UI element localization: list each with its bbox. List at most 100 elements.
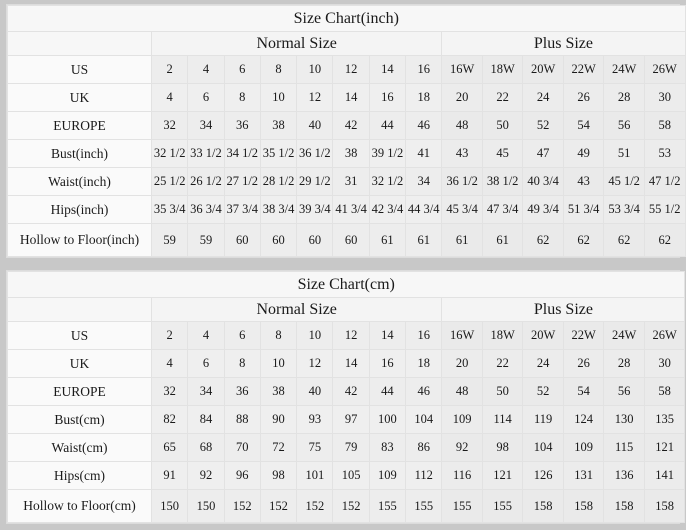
data-cell-plus: 121 [643,433,686,462]
data-cell-plus: 62 [643,223,686,257]
data-cell-normal: 18 [405,83,443,112]
data-cell-normal: 152 [332,489,370,523]
data-cell-normal: 10 [296,321,334,350]
data-cell-plus: 109 [441,405,483,434]
data-cell-plus: 62 [522,223,564,257]
data-cell-normal: 32 1/2 [150,139,189,168]
data-cell-normal: 2 [150,321,189,350]
data-cell-plus: 54 [562,377,605,406]
data-cell-normal: 155 [405,489,443,523]
data-cell-normal: 33 1/2 [187,139,225,168]
data-cell-plus: 28 [603,349,645,378]
size-chart-cm-table: Size Chart(cm) Normal Size Plus Size US 2 4 6 8… [6,271,686,523]
row-label: Bust(inch) [7,139,152,168]
data-cell-normal: 25 1/2 [150,167,189,196]
data-cell-plus: 62 [603,223,645,257]
data-cell-normal: 83 [368,433,407,462]
data-cell-plus: 53 3/4 [603,195,645,224]
data-cell-normal: 12 [332,321,370,350]
data-cell-normal: 155 [368,489,407,523]
data-cell-normal: 88 [223,405,261,434]
data-cell-normal: 104 [405,405,443,434]
data-cell-plus: 20 [441,349,483,378]
data-cell-normal: 12 [296,349,334,378]
table-row: US 2 4 6 8 10 12 14 16 16W 18W 20W 22W 24W 26W [7,321,686,350]
table-row: Waist(cm) 65 68 70 72 75 79 83 86 92 98 104 109 115 12… [7,433,686,462]
data-cell-normal: 10 [259,83,298,112]
group-header-normal-size: Normal Size [150,297,443,322]
data-cell-normal: 40 [296,377,334,406]
data-cell-normal: 16 [368,83,407,112]
data-cell-normal: 8 [223,349,261,378]
data-cell-plus: 47 [522,139,564,168]
data-cell-plus: 48 [441,111,483,140]
data-cell-plus: 61 [441,223,483,257]
chart-title: Size Chart(cm) [6,271,686,298]
data-cell-normal: 41 [405,139,443,168]
data-cell-plus: 62 [562,223,605,257]
data-cell-plus: 45 1/2 [603,167,645,196]
data-cell-normal: 10 [259,349,298,378]
table-row: UK 4 6 8 10 12 14 16 18 20 22 24 26 28 30 [7,349,686,378]
data-cell-plus: 26 [562,83,605,112]
data-cell-normal: 98 [259,461,298,490]
row-label: UK [7,83,152,112]
group-header-row: Normal Size Plus Size [7,31,686,56]
data-cell-normal: 34 [187,111,225,140]
data-cell-plus: 130 [603,405,645,434]
data-cell-plus: 158 [522,489,564,523]
data-cell-normal: 46 [405,111,443,140]
group-header-normal-size: Normal Size [150,31,443,56]
data-cell-plus: 22 [481,83,524,112]
data-cell-plus: 24W [603,55,645,84]
data-cell-normal: 44 [368,111,407,140]
data-cell-plus: 58 [643,111,686,140]
size-chart-inch-block: Size Chart(inch) Normal Size Plus Size US 2 4… [6,4,686,258]
data-cell-normal: 35 1/2 [259,139,298,168]
data-cell-normal: 61 [368,223,407,257]
data-cell-normal: 60 [259,223,298,257]
group-header-row: Normal Size Plus Size [7,297,686,322]
data-cell-normal: 39 1/2 [368,139,407,168]
data-cell-normal: 38 [259,111,298,140]
size-chart-inch-table: Size Chart(inch) Normal Size Plus Size US 2 4… [7,5,686,257]
data-cell-plus: 104 [522,433,564,462]
data-cell-normal: 42 [332,377,370,406]
data-cell-plus: 155 [481,489,524,523]
data-cell-plus: 158 [562,489,605,523]
row-label: Waist(cm) [7,433,152,462]
data-cell-normal: 42 3/4 [368,195,407,224]
size-chart-cm-block: Size Chart(cm) Normal Size Plus Size US 2 4 6 8… [6,270,686,524]
data-cell-normal: 60 [223,223,261,257]
row-label: Hips(cm) [7,461,152,490]
data-cell-plus: 51 3/4 [562,195,605,224]
data-cell-normal: 16 [405,55,443,84]
data-cell-normal: 35 3/4 [150,195,189,224]
data-cell-normal: 8 [223,83,261,112]
data-cell-plus: 119 [522,405,564,434]
data-cell-plus: 50 [481,111,524,140]
row-label: Bust(cm) [7,405,152,434]
table-row: Waist(inch) 25 1/2 26 1/2 27 1/2 28 1/2 29 1/… [7,167,686,196]
table-row: Hollow to Floor(cm) 150 150 152 152 152 152 155… [7,489,686,523]
data-cell-plus: 18W [481,55,524,84]
table-body-cm: Size Chart(cm) Normal Size Plus Size US 2 4 6 8… [6,271,686,523]
data-cell-normal: 152 [296,489,334,523]
data-cell-plus: 56 [603,377,645,406]
table-row: Bust(cm) 82 84 88 90 93 97 100 104 109 114 119 124 13… [7,405,686,434]
data-cell-plus: 36 1/2 [441,167,483,196]
data-cell-normal: 26 1/2 [187,167,225,196]
data-cell-normal: 4 [187,321,225,350]
row-label: EUROPE [7,377,152,406]
data-cell-plus: 136 [603,461,645,490]
data-cell-normal: 59 [150,223,189,257]
data-cell-normal: 36 [223,377,261,406]
table-row: Hollow to Floor(inch) 59 59 60 60 60 60 61 61 61 6… [7,223,686,257]
data-cell-plus: 43 [562,167,605,196]
data-cell-normal: 4 [150,83,189,112]
data-cell-plus: 30 [643,349,686,378]
data-cell-normal: 8 [259,321,298,350]
data-cell-normal: 39 3/4 [296,195,334,224]
data-cell-normal: 36 1/2 [296,139,334,168]
